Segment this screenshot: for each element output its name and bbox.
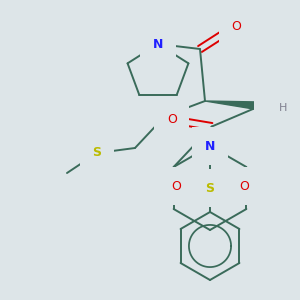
- Text: O: O: [239, 179, 249, 193]
- Text: N: N: [205, 140, 215, 152]
- Text: O: O: [231, 20, 241, 32]
- Text: N: N: [267, 98, 277, 110]
- Text: O: O: [167, 113, 177, 126]
- Polygon shape: [205, 101, 260, 110]
- Text: N: N: [153, 38, 163, 50]
- Text: S: S: [92, 146, 101, 160]
- Text: O: O: [171, 179, 181, 193]
- Text: H: H: [279, 103, 287, 113]
- Text: S: S: [206, 182, 214, 194]
